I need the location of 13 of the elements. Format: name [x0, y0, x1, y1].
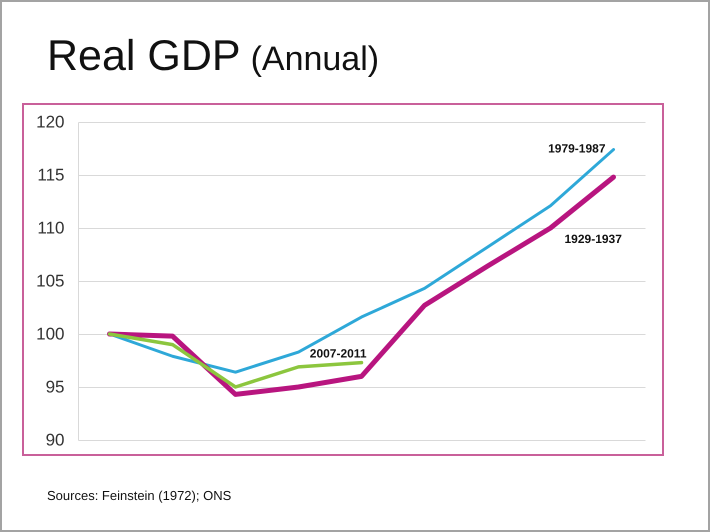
y-tick-label: 100 — [36, 324, 64, 344]
chart-title: Real GDP — [47, 32, 241, 81]
series-label: 1979-1987 — [548, 142, 606, 156]
series-label: 2007-2011 — [310, 346, 367, 361]
source-note: Sources: Feinstein (1972); ONS — [47, 488, 232, 503]
series-label: 1929-1937 — [564, 232, 622, 246]
y-tick-label: 120 — [36, 112, 64, 132]
chart-subtitle: (Annual) — [250, 40, 380, 79]
y-tick-label: 95 — [46, 378, 64, 396]
y-tick-label: 110 — [37, 218, 64, 238]
y-tick-label: 90 — [46, 430, 64, 450]
y-tick-label: 105 — [36, 272, 64, 290]
y-tick-label: 115 — [37, 166, 64, 184]
